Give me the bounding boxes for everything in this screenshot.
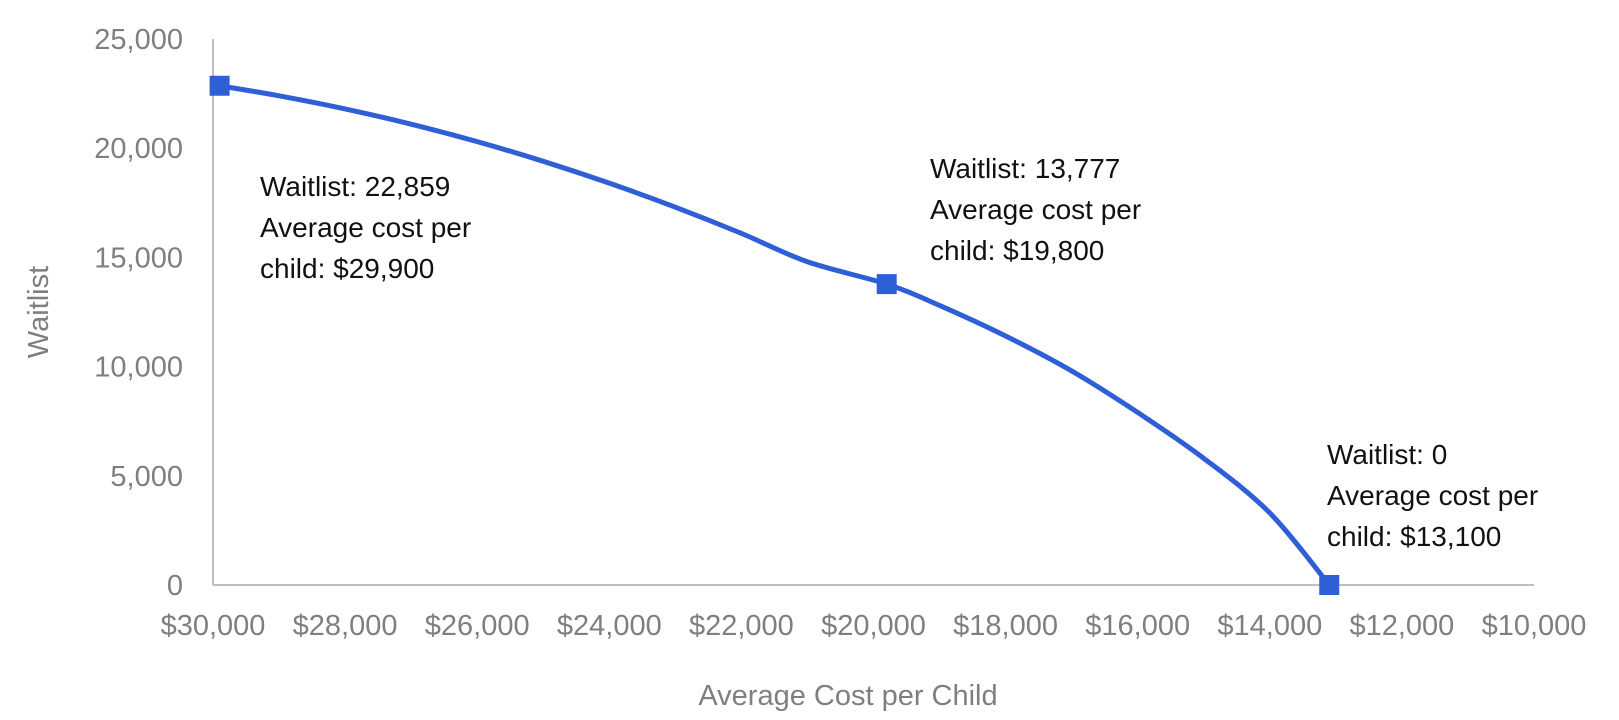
y-tick-label: 15,000 [94,242,183,274]
annotation-line: Waitlist: 22,859 [260,171,450,202]
annotation-line: child: $13,100 [1327,521,1501,552]
x-tick-label: $24,000 [557,610,662,642]
annotation-line: child: $19,800 [930,235,1104,266]
y-tick-label: 0 [167,570,183,602]
annotation-line: Average cost per [260,212,471,243]
x-tick-labels: $30,000 $28,000 $26,000 $24,000 $22,000 $20,0… [161,610,1587,642]
y-tick-label: 20,000 [94,133,183,165]
annotation-line: Waitlist: 13,777 [930,153,1120,184]
annotation-line: child: $29,900 [260,253,434,284]
x-tick-label: $10,000 [1482,610,1587,642]
y-axis-title: Waitlist [23,266,55,358]
x-tick-label: $22,000 [689,610,794,642]
x-tick-label: $28,000 [293,610,398,642]
x-tick-label: $30,000 [161,610,266,642]
data-point-marker [1319,575,1340,595]
data-annotations: Waitlist: 22,859 Average cost per child: $… [260,153,1538,552]
x-tick-label: $14,000 [1217,610,1322,642]
annotation-line: Average cost per [1327,480,1538,511]
y-tick-label: 10,000 [94,352,183,384]
series-line [217,83,1332,588]
y-tick-label: 25,000 [94,24,183,56]
x-axis-title: Average Cost per Child [698,680,997,712]
data-annotation: Waitlist: 0 Average cost per child: $13,10… [1327,439,1538,552]
series-waitlist [209,75,1340,595]
y-tick-labels: 0 5,000 10,000 15,000 20,000 25,000 [94,24,183,602]
x-tick-label: $26,000 [425,610,530,642]
x-tick-label: $16,000 [1085,610,1190,642]
x-tick-label: $18,000 [953,610,1058,642]
data-point-marker [876,274,897,295]
annotation-line: Waitlist: 0 [1327,439,1447,470]
annotation-line: Average cost per [930,194,1141,225]
data-annotation: Waitlist: 13,777 Average cost per child: $… [930,153,1141,266]
data-annotation: Waitlist: 22,859 Average cost per child: $… [260,171,471,284]
y-tick-label: 5,000 [110,461,183,493]
data-point-marker [209,75,230,96]
x-tick-label: $12,000 [1349,610,1454,642]
x-tick-label: $20,000 [821,610,926,642]
